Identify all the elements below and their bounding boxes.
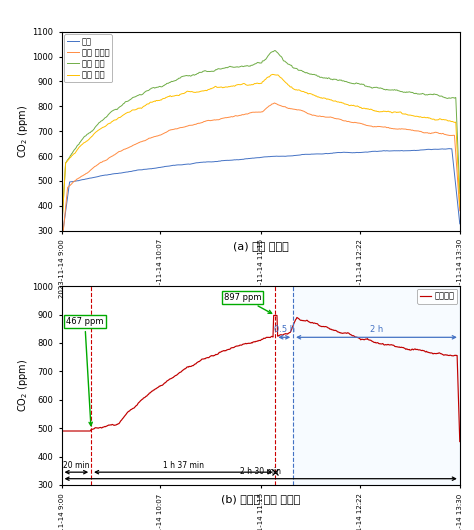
실내 잉측	[59, 227, 64, 233]
Line: 실내 출입문: 실내 출입문	[62, 103, 460, 248]
Legend: 복도, 실내 출입문, 실내 중앙, 실내 잉측: 복도, 실내 출입문, 실내 중앙, 실내 잉측	[64, 34, 112, 82]
실내 출입문	[161, 130, 167, 136]
평균농도	[161, 381, 167, 387]
평균농도	[129, 405, 135, 412]
실내 잉측	[270, 71, 275, 77]
복도	[59, 238, 64, 244]
복도	[457, 220, 463, 227]
평균농도	[294, 314, 300, 321]
실내 중앙	[129, 95, 135, 101]
평균농도	[59, 428, 64, 434]
실내 잉측	[359, 105, 365, 112]
실내 잉측	[161, 95, 167, 102]
복도	[293, 152, 299, 158]
평균농도	[325, 325, 331, 331]
복도	[239, 156, 245, 163]
실내 출입문	[325, 114, 331, 120]
Text: 1 h 37 min: 1 h 37 min	[163, 461, 204, 470]
Text: 0.5 h: 0.5 h	[273, 325, 295, 334]
실내 중앙	[59, 227, 64, 233]
평균농도	[271, 312, 276, 319]
실내 잉측	[294, 87, 300, 93]
복도	[446, 145, 451, 152]
실내 잉측	[239, 81, 245, 87]
실내 중앙	[272, 47, 278, 54]
실내 출입문	[294, 107, 300, 113]
Y-axis label: CO$_2$ (ppm): CO$_2$ (ppm)	[16, 105, 29, 157]
실내 출입문	[239, 112, 245, 118]
Text: 20 min: 20 min	[63, 461, 90, 470]
평균농도	[457, 438, 463, 445]
실내 출입문	[59, 245, 64, 251]
실내 출입문	[272, 100, 277, 106]
복도	[358, 149, 364, 155]
복도	[129, 168, 135, 174]
Text: (b) 실내측 평균 데이터: (b) 실내측 평균 데이터	[221, 494, 301, 504]
X-axis label: Time(min): Time(min)	[237, 304, 284, 313]
복도	[161, 164, 167, 170]
Legend: 평균농도: 평균농도	[417, 289, 457, 304]
Text: (a) 전체 데이터: (a) 전체 데이터	[233, 241, 289, 251]
Y-axis label: CO$_2$ (ppm): CO$_2$ (ppm)	[16, 359, 29, 412]
실내 출입문	[457, 208, 463, 214]
실내 중앙	[294, 66, 300, 72]
실내 출입문	[129, 143, 135, 149]
실내 잉측	[457, 204, 463, 210]
Line: 실내 잉측: 실내 잉측	[62, 74, 460, 230]
Line: 실내 중앙: 실내 중앙	[62, 50, 460, 230]
Text: 897 ppm: 897 ppm	[224, 293, 272, 313]
복도	[325, 151, 330, 157]
Line: 평균농도: 평균농도	[62, 315, 460, 441]
실내 중앙	[457, 190, 463, 197]
Text: 467 ppm: 467 ppm	[66, 317, 103, 426]
실내 잉측	[129, 107, 135, 113]
Bar	[293, 286, 460, 485]
실내 잉측	[325, 96, 331, 102]
실내 중앙	[239, 63, 245, 69]
Text: 2 h: 2 h	[370, 325, 383, 334]
평균농도	[359, 336, 365, 342]
실내 출입문	[359, 120, 365, 127]
Text: 2 h 30 min: 2 h 30 min	[240, 467, 281, 476]
평균농도	[239, 342, 245, 348]
실내 중앙	[161, 82, 167, 89]
실내 중앙	[359, 81, 365, 87]
Line: 복도: 복도	[62, 148, 460, 241]
실내 중앙	[325, 75, 331, 81]
